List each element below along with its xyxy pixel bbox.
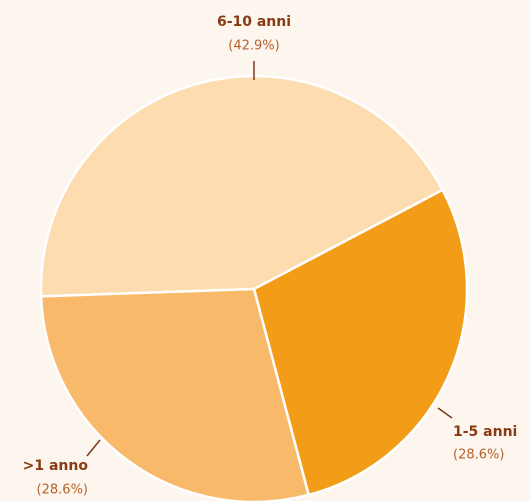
leader-line xyxy=(86,439,101,457)
slice-label: >1 anno xyxy=(23,458,89,474)
slice-label: 6-10 anni xyxy=(217,14,291,30)
leader-line xyxy=(437,407,453,419)
slice-label: 1-5 anni xyxy=(453,424,517,440)
slice-value-label: (28.6%) xyxy=(37,483,88,498)
slice-value-label: (42.9%) xyxy=(228,39,279,54)
slice-value-label: (28.6%) xyxy=(453,448,504,463)
pie-slice xyxy=(252,188,469,497)
pie-slice xyxy=(39,287,311,501)
